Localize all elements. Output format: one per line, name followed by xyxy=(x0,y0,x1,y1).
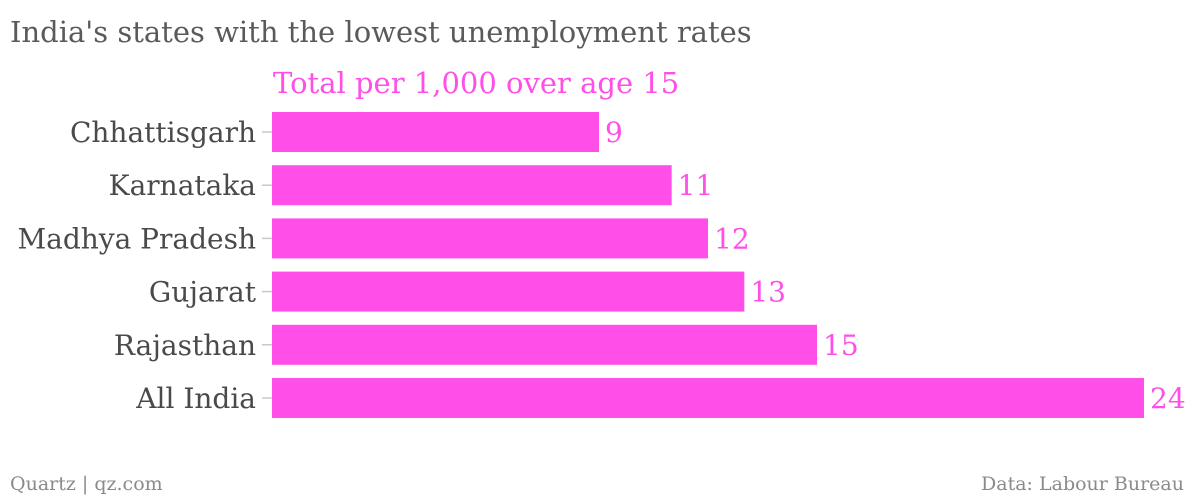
value-label: 9 xyxy=(605,116,623,149)
value-label: 12 xyxy=(714,222,750,255)
value-label: 13 xyxy=(750,276,786,309)
bar-madhya-pradesh xyxy=(272,218,708,259)
value-label: 15 xyxy=(823,329,859,362)
value-label: 11 xyxy=(678,169,714,202)
bar-all-india xyxy=(272,378,1144,418)
bars-group: Chhattisgarh 9 Karnataka 11 Madhya Pradesh 12… xyxy=(17,112,1186,418)
series-label: Total per 1,000 over age 15 xyxy=(273,66,679,100)
footer-source-right: Data: Labour Bureau xyxy=(981,473,1184,495)
chart-title: India's states with the lowest unemploym… xyxy=(10,15,752,49)
bar-rajasthan xyxy=(272,324,817,365)
value-label: 24 xyxy=(1150,382,1186,415)
bar-gujarat xyxy=(272,271,745,312)
category-label: Rajasthan xyxy=(114,329,256,362)
category-label: Chhattisgarh xyxy=(70,116,256,149)
category-label: Gujarat xyxy=(149,276,257,309)
category-label: Madhya Pradesh xyxy=(17,222,256,255)
footer-source-left: Quartz | qz.com xyxy=(10,473,163,495)
bar-karnataka xyxy=(272,165,672,206)
bar-chhattisgarh xyxy=(272,112,599,152)
category-label: Karnataka xyxy=(109,169,256,202)
category-label: All India xyxy=(135,382,256,415)
